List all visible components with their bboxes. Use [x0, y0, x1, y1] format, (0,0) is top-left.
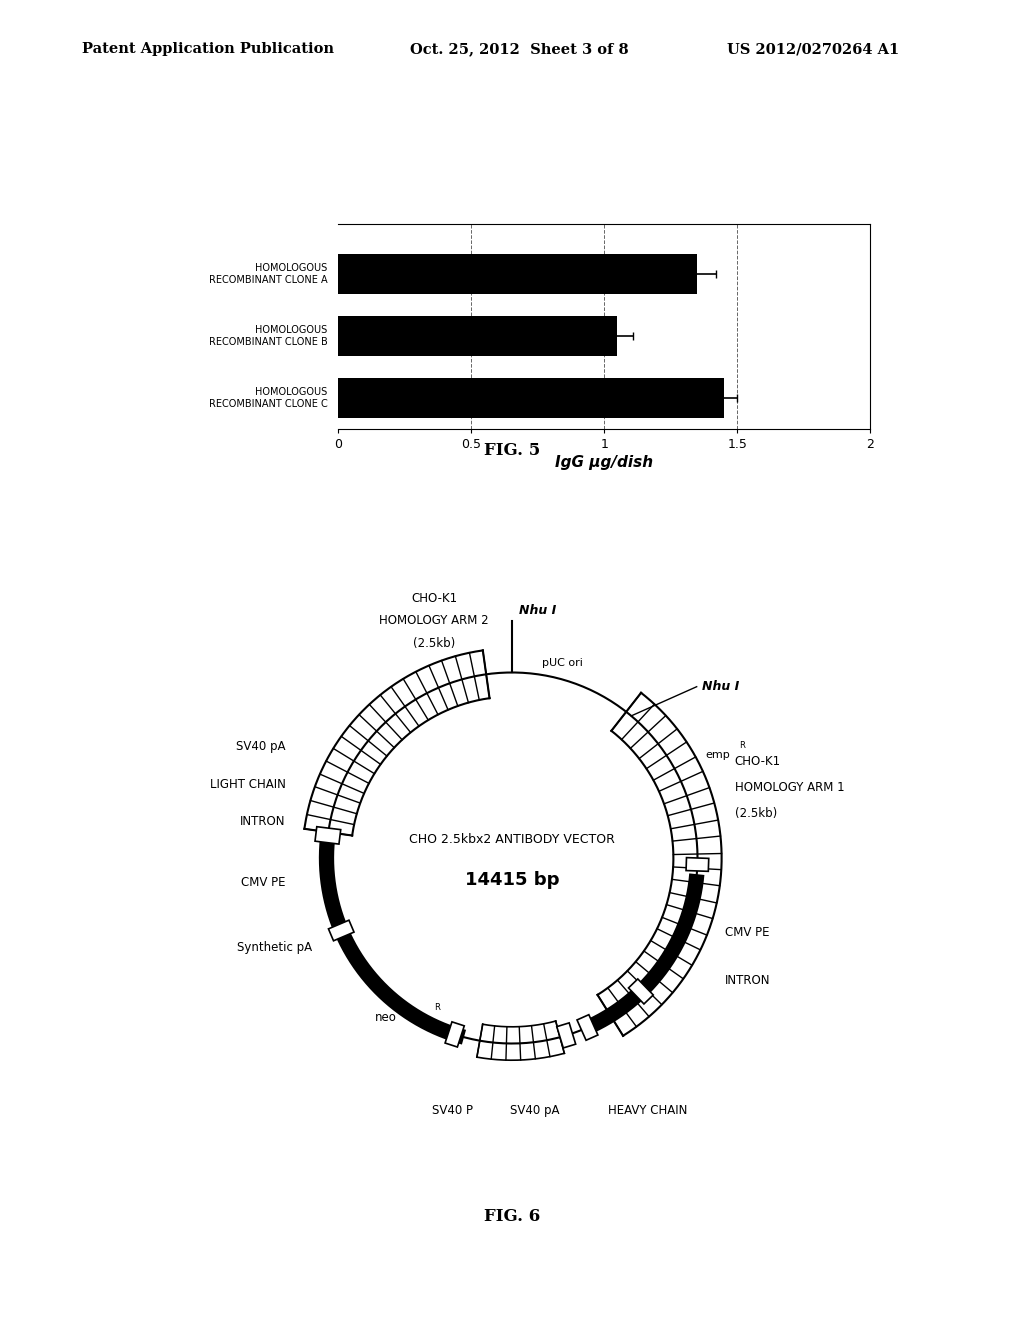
- Text: Patent Application Publication: Patent Application Publication: [82, 42, 334, 57]
- Text: HOMOLOGOUS
RECOMBINANT CLONE C: HOMOLOGOUS RECOMBINANT CLONE C: [209, 387, 328, 409]
- Polygon shape: [557, 1023, 575, 1048]
- Text: FIG. 6: FIG. 6: [484, 1208, 540, 1225]
- Text: INTRON: INTRON: [241, 814, 286, 828]
- Text: HEAVY CHAIN: HEAVY CHAIN: [608, 1104, 688, 1117]
- X-axis label: IgG μg/dish: IgG μg/dish: [555, 455, 653, 470]
- Text: HOMOLOGY ARM 2: HOMOLOGY ARM 2: [379, 614, 488, 627]
- Text: CMV PE: CMV PE: [242, 876, 286, 888]
- Text: Nhu I: Nhu I: [702, 680, 739, 693]
- Text: HOMOLOGY ARM 1: HOMOLOGY ARM 1: [734, 781, 844, 795]
- Text: SV40 P: SV40 P: [432, 1104, 473, 1117]
- Bar: [338, 378, 724, 418]
- Text: US 2012/0270264 A1: US 2012/0270264 A1: [727, 42, 899, 57]
- Text: LIGHT CHAIN: LIGHT CHAIN: [210, 777, 286, 791]
- Text: CHO-K1: CHO-K1: [411, 591, 457, 605]
- Text: HOMOLOGOUS
RECOMBINANT CLONE B: HOMOLOGOUS RECOMBINANT CLONE B: [209, 325, 328, 347]
- Text: Oct. 25, 2012  Sheet 3 of 8: Oct. 25, 2012 Sheet 3 of 8: [410, 42, 629, 57]
- Polygon shape: [577, 1015, 598, 1040]
- Text: FIG. 5: FIG. 5: [484, 442, 540, 459]
- Text: SV40 pA: SV40 pA: [510, 1104, 559, 1117]
- Text: CHO-K1: CHO-K1: [734, 755, 780, 768]
- Text: emp: emp: [706, 750, 730, 760]
- Text: CMV PE: CMV PE: [725, 925, 770, 939]
- Polygon shape: [329, 920, 354, 941]
- Polygon shape: [629, 979, 653, 1005]
- Bar: [338, 253, 697, 294]
- Text: R: R: [434, 1003, 440, 1012]
- Text: SV40 pA: SV40 pA: [237, 741, 286, 754]
- Polygon shape: [445, 1022, 464, 1047]
- Text: R: R: [739, 742, 745, 751]
- Text: INTRON: INTRON: [725, 974, 771, 987]
- Polygon shape: [686, 858, 709, 871]
- Text: HOMOLOGOUS
RECOMBINANT CLONE A: HOMOLOGOUS RECOMBINANT CLONE A: [209, 263, 328, 285]
- Text: Nhu I: Nhu I: [519, 603, 557, 616]
- Text: Synthetic pA: Synthetic pA: [237, 941, 311, 954]
- Text: pUC ori: pUC ori: [542, 659, 583, 668]
- Text: neo: neo: [375, 1011, 397, 1024]
- Text: (2.5kb): (2.5kb): [734, 808, 777, 820]
- Bar: [338, 315, 617, 356]
- Text: 14415 bp: 14415 bp: [465, 871, 559, 890]
- Polygon shape: [315, 826, 341, 843]
- Text: CHO 2.5kbx2 ANTIBODY VECTOR: CHO 2.5kbx2 ANTIBODY VECTOR: [409, 833, 615, 846]
- Text: (2.5kb): (2.5kb): [413, 636, 456, 649]
